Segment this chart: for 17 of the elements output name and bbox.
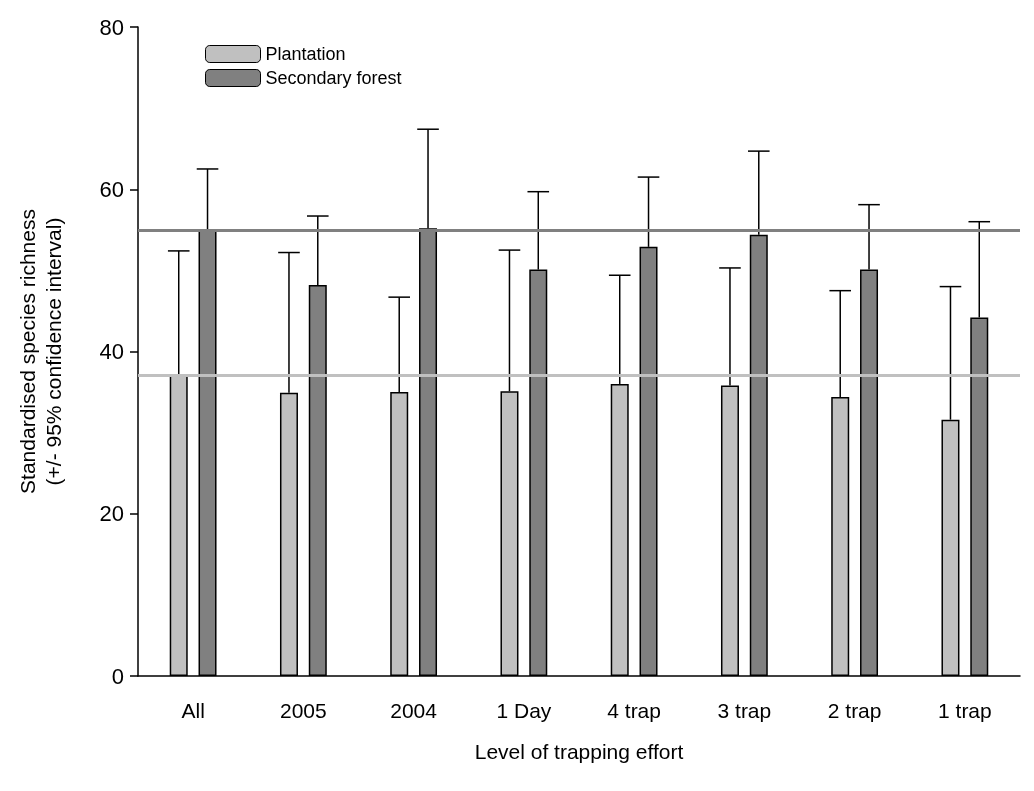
y-tick-label: 20 [99, 501, 124, 527]
y-tick-label: 60 [99, 176, 124, 202]
x-tick-label: 4 trap [607, 699, 661, 722]
x-tick-label: 3 trap [717, 699, 772, 722]
y-tick-label: 0 [111, 663, 124, 689]
legend-label: Secondary forest [265, 68, 402, 88]
x-tick-label: 2005 [280, 699, 327, 722]
y-tick-label: 80 [99, 14, 124, 40]
legend-label: Plantation [265, 44, 346, 64]
y-axis-title: Standardised species richness (+/- 95% confidence interval) [15, 209, 65, 494]
x-tick-label: 1 Day [496, 699, 552, 722]
x-tick-label: 2004 [390, 699, 438, 722]
y-tick-label: 40 [99, 339, 124, 364]
x-axis-title: Level of trapping effort [474, 740, 684, 763]
x-tick-label: All [181, 699, 205, 722]
x-tick-label: 2 trap [827, 699, 882, 722]
x-tick-label: 1 trap [938, 699, 992, 722]
